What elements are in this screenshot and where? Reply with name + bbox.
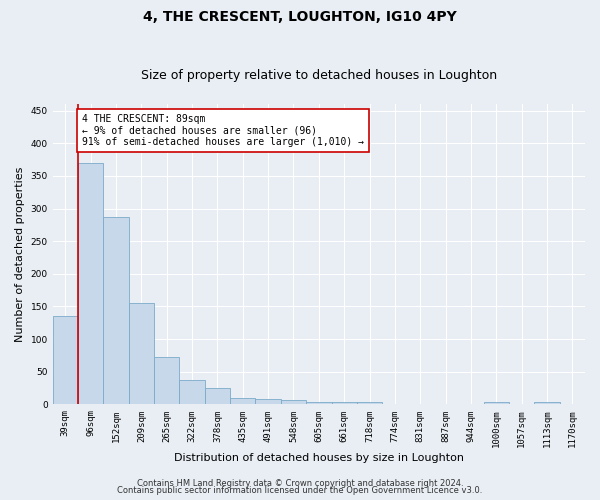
Bar <box>256 399 281 404</box>
Bar <box>535 402 560 404</box>
Bar <box>281 400 306 404</box>
Text: Contains public sector information licensed under the Open Government Licence v3: Contains public sector information licen… <box>118 486 482 495</box>
Bar <box>306 402 332 404</box>
Text: 4, THE CRESCENT, LOUGHTON, IG10 4PY: 4, THE CRESCENT, LOUGHTON, IG10 4PY <box>143 10 457 24</box>
Bar <box>154 358 179 405</box>
Title: Size of property relative to detached houses in Loughton: Size of property relative to detached ho… <box>141 69 497 82</box>
Bar <box>332 402 357 404</box>
Bar <box>78 163 103 404</box>
Y-axis label: Number of detached properties: Number of detached properties <box>15 166 25 342</box>
Bar <box>484 402 509 404</box>
Text: 4 THE CRESCENT: 89sqm
← 9% of detached houses are smaller (96)
91% of semi-detac: 4 THE CRESCENT: 89sqm ← 9% of detached h… <box>82 114 364 147</box>
X-axis label: Distribution of detached houses by size in Loughton: Distribution of detached houses by size … <box>174 452 464 462</box>
Bar <box>103 217 129 404</box>
Bar <box>179 380 205 404</box>
Bar <box>129 303 154 404</box>
Bar <box>205 388 230 404</box>
Bar <box>230 398 256 404</box>
Text: Contains HM Land Registry data © Crown copyright and database right 2024.: Contains HM Land Registry data © Crown c… <box>137 478 463 488</box>
Bar <box>53 316 78 404</box>
Bar <box>357 402 382 404</box>
